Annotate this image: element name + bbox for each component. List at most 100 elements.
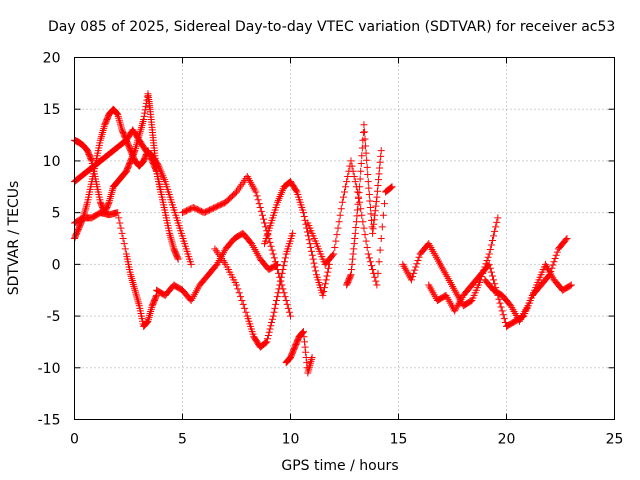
data-point: [264, 335, 272, 343]
data-point: [364, 171, 372, 179]
data-point: [487, 241, 495, 249]
data-point: [484, 253, 492, 261]
data-point: [369, 229, 377, 237]
data-point: [261, 219, 269, 227]
data-point: [268, 315, 276, 323]
data-point: [120, 240, 128, 248]
data-point: [329, 251, 337, 259]
data-point: [252, 188, 260, 196]
data-point: [487, 268, 495, 276]
data-point: [361, 231, 369, 239]
data-point: [302, 348, 310, 356]
data-point: [312, 267, 320, 275]
data-point: [372, 202, 380, 210]
data-point: [305, 236, 313, 244]
data-point: [486, 245, 494, 253]
tick-labels: 0 5 10 15 20 25 -15 -10 -5 0 5 10 15 20: [38, 51, 624, 448]
data-point: [187, 260, 195, 268]
data-point: [344, 172, 352, 180]
data-point: [355, 194, 363, 202]
data-point: [498, 307, 506, 315]
data-point: [353, 212, 361, 220]
data-point: [263, 338, 271, 346]
data-point: [352, 218, 360, 226]
data-point: [277, 277, 285, 285]
data-point: [374, 269, 382, 277]
data-point: [351, 178, 359, 186]
data-point: [378, 223, 386, 231]
data-point: [143, 319, 151, 327]
data-point: [338, 198, 346, 206]
data-point: [367, 210, 375, 218]
data-point: [360, 224, 368, 232]
data-point: [483, 256, 491, 264]
data-point: [152, 293, 160, 301]
data-point: [376, 246, 384, 254]
data-point: [142, 103, 150, 111]
data-point: [355, 189, 363, 197]
data-point: [333, 231, 341, 239]
y-tick-label: 15: [43, 102, 61, 118]
data-point: [368, 262, 375, 270]
data-point: [350, 172, 358, 180]
data-point: [300, 213, 308, 221]
data-point: [492, 223, 500, 231]
data-point: [320, 288, 328, 296]
data-point: [174, 254, 182, 262]
data-point: [359, 128, 367, 136]
data-point: [359, 218, 367, 226]
data-point: [371, 273, 379, 281]
data-point: [256, 203, 264, 211]
data-point: [490, 232, 498, 240]
x-tick-label: 0: [70, 432, 79, 448]
data-point: [362, 142, 370, 150]
data-point: [387, 183, 395, 191]
data-point: [115, 214, 123, 222]
data-point: [276, 281, 284, 289]
data-point: [267, 322, 275, 330]
data-point: [357, 205, 365, 213]
data-point: [285, 308, 293, 316]
data-point: [140, 116, 148, 124]
data-point: [365, 191, 373, 199]
data-point: [485, 250, 493, 258]
data-point: [365, 254, 373, 262]
y-tick-label: 10: [43, 154, 61, 170]
data-point: [272, 300, 280, 308]
data-point: [321, 284, 329, 292]
data-point: [379, 211, 387, 219]
data-point: [353, 188, 361, 196]
series-arc-7: [211, 229, 297, 351]
data-point: [309, 255, 317, 263]
axis-ticks: [74, 57, 615, 420]
data-point: [274, 289, 282, 297]
data-point: [281, 293, 289, 301]
data-point: [342, 183, 350, 191]
data-point: [360, 128, 368, 136]
data-point: [499, 311, 507, 319]
data-point: [375, 176, 383, 184]
data-point: [121, 245, 129, 253]
y-axis-label: SDTVAR / TECUs: [6, 181, 22, 296]
data-point: [271, 304, 279, 312]
data-point: [567, 281, 575, 289]
data-point: [357, 160, 365, 168]
data-point: [494, 214, 502, 222]
data-point: [105, 200, 113, 208]
data-point: [486, 264, 494, 272]
data-point: [371, 207, 379, 215]
data-point: [348, 162, 356, 170]
data-point: [369, 225, 377, 233]
data-point: [325, 264, 333, 272]
data-point: [362, 149, 370, 157]
data-point: [366, 258, 374, 266]
data-point: [358, 152, 366, 160]
data-point: [350, 240, 358, 248]
data-point: [262, 339, 270, 347]
data-point: [346, 272, 354, 280]
data-point: [254, 196, 262, 204]
data-point: [362, 237, 370, 245]
data-point: [113, 109, 121, 117]
data-point: [275, 285, 283, 293]
